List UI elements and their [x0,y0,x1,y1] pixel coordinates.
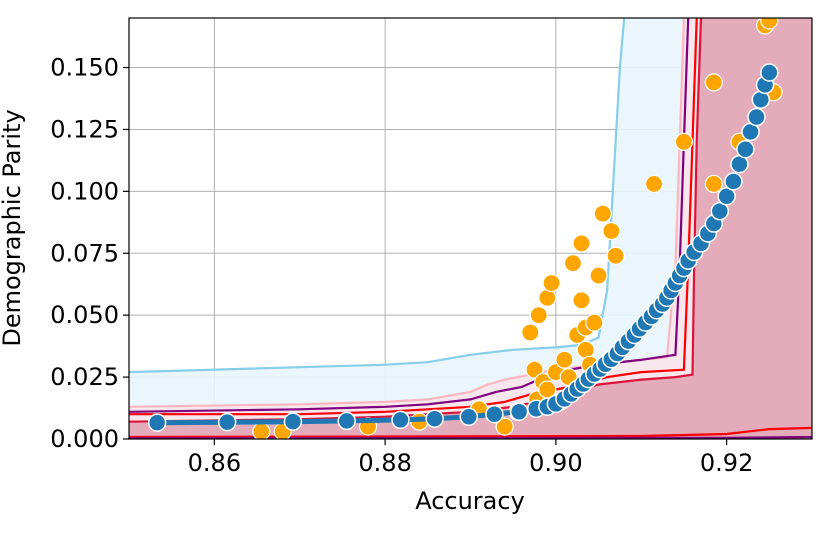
orange-point [644,174,664,194]
series-point [147,413,167,432]
region-fill-crimson [129,18,812,439]
orange-point [704,73,723,92]
bottom-lines [129,426,812,439]
series-point [710,201,730,221]
orange-point [542,273,561,293]
orange-point [252,422,271,439]
orange-point [602,221,621,241]
x-tick-label: 0.88 [358,449,411,477]
series-point [391,410,410,430]
y-axis-ticks: 0.000 0.025 0.050 0.075 0.100 0.125 0.150 [50,54,129,453]
series-point [724,172,743,191]
orange-point [606,246,625,265]
orange-point [674,132,694,151]
series-point [217,412,237,432]
orange-point [589,266,608,285]
orange-point [529,306,548,325]
x-tick-label: 0.90 [529,449,582,477]
series-point [509,402,529,422]
bottom-line-red [129,426,812,439]
plot-frame [128,17,813,440]
y-tick-label: 0.100 [50,177,119,205]
orange-point [585,313,604,332]
y-tick-label: 0.025 [50,363,119,391]
blue-series [147,63,779,432]
orange-point [572,234,591,253]
orange-point [521,323,540,342]
bottom-line-purple [129,435,812,439]
orange-point [572,291,591,310]
orange-point [704,174,723,194]
orange-point [563,254,583,273]
orange-points [252,18,783,439]
orange-point [525,360,544,379]
y-tick-label: 0.150 [50,54,119,82]
series-point [283,412,303,431]
series-point [425,409,444,428]
orange-point [593,204,612,223]
x-axis-ticks: 0.86 0.88 0.90 0.92 [188,439,753,477]
y-tick-label: 0.000 [50,425,119,453]
series-point [747,107,766,127]
series-point [717,187,736,206]
orange-point [760,18,779,30]
y-tick-label: 0.050 [50,301,119,329]
x-axis-label: Accuracy [415,487,525,515]
y-tick-label: 0.125 [50,115,119,143]
orange-point [555,350,574,369]
series-point [760,63,779,82]
series-point [459,407,479,426]
x-tick-label: 0.86 [188,449,241,477]
y-tick-label: 0.075 [50,239,119,267]
series-point [337,411,356,431]
orange-point [495,417,514,436]
x-tick-label: 0.92 [700,449,753,477]
series-point [736,140,755,159]
region-boundary-lightblue [129,18,626,374]
series-point [485,404,504,424]
y-axis-label: Demographic Parity [0,109,26,346]
